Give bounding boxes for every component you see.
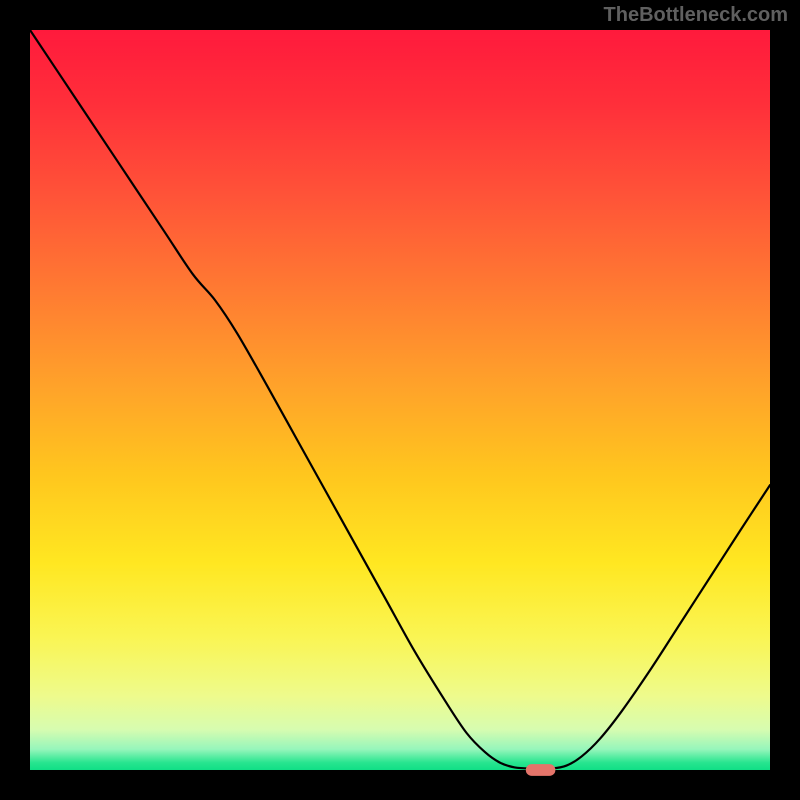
optimal-marker — [526, 764, 556, 776]
chart-container: TheBottleneck.com — [0, 0, 800, 800]
bottleneck-chart — [0, 0, 800, 800]
plot-gradient-area — [30, 30, 770, 770]
